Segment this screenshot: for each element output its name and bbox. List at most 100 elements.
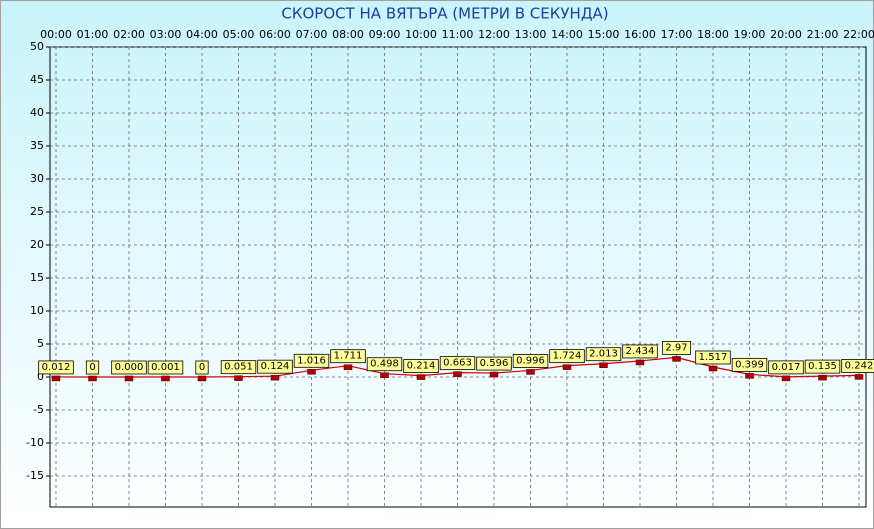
data-label-box bbox=[257, 359, 293, 374]
x-tick-label: 21:00 bbox=[807, 28, 839, 41]
y-tick-label: 35 bbox=[30, 139, 44, 152]
data-point bbox=[562, 364, 572, 370]
data-point bbox=[307, 369, 316, 375]
data-label-box bbox=[111, 360, 147, 375]
x-tick-label: 08:00 bbox=[332, 28, 364, 41]
data-point bbox=[781, 375, 791, 382]
chart-title: СКОРОСТ НА ВЯТЪРА (МЕТРИ В СЕКУНДА) bbox=[281, 5, 608, 23]
data-point bbox=[88, 375, 97, 382]
data-label-box bbox=[476, 356, 512, 371]
data-label: 0.124 bbox=[261, 361, 290, 372]
data-label-box bbox=[549, 349, 585, 364]
data-label-box bbox=[695, 350, 731, 365]
data-label-box bbox=[439, 356, 476, 371]
data-label-box bbox=[366, 357, 403, 372]
data-point bbox=[343, 364, 353, 370]
data-label: 0 bbox=[89, 362, 95, 373]
data-point bbox=[818, 374, 827, 381]
data-label-box bbox=[147, 360, 184, 375]
y-tick-label: 5 bbox=[37, 337, 44, 350]
y-tick-label: 15 bbox=[30, 271, 44, 284]
data-label: 0 bbox=[199, 362, 205, 373]
y-tick-label: 20 bbox=[30, 238, 44, 251]
data-point bbox=[635, 359, 645, 366]
data-label-box bbox=[220, 360, 257, 375]
y-tick-label: 30 bbox=[30, 172, 44, 185]
data-label: 0.135 bbox=[808, 361, 837, 372]
data-label-box bbox=[512, 354, 549, 368]
x-tick-label: 01:00 bbox=[77, 28, 109, 41]
x-tick-label: 18:00 bbox=[697, 28, 729, 41]
x-tick-label: 22:00 bbox=[843, 28, 874, 41]
data-point bbox=[708, 365, 718, 372]
data-point bbox=[453, 371, 462, 377]
data-label: 0.596 bbox=[480, 358, 509, 369]
data-point bbox=[161, 375, 170, 382]
x-tick-label: 05:00 bbox=[223, 28, 255, 41]
x-tick-label: 15:00 bbox=[588, 28, 620, 41]
x-tick-label: 16:00 bbox=[624, 28, 656, 41]
data-label: 2.013 bbox=[589, 349, 618, 360]
data-label: 1.517 bbox=[699, 352, 728, 363]
y-tick-label: 45 bbox=[30, 73, 44, 86]
data-label: 0.012 bbox=[42, 362, 71, 373]
data-point bbox=[51, 375, 61, 382]
data-point bbox=[854, 374, 864, 380]
data-label: 0.399 bbox=[735, 359, 764, 370]
data-label-box bbox=[661, 340, 692, 355]
data-label-box bbox=[85, 360, 100, 375]
data-point bbox=[489, 371, 499, 378]
data-label: 1.711 bbox=[334, 351, 363, 362]
data-point bbox=[526, 369, 535, 375]
data-label: 0.017 bbox=[772, 362, 801, 373]
data-label: 2.97 bbox=[665, 342, 687, 353]
y-tick-label: 25 bbox=[30, 205, 44, 218]
x-tick-label: 06:00 bbox=[259, 28, 291, 41]
y-tick-label: -5 bbox=[33, 403, 44, 416]
x-tick-label: 17:00 bbox=[661, 28, 693, 41]
y-tick-label: -15 bbox=[26, 469, 44, 482]
data-label-box bbox=[731, 357, 768, 372]
data-label-box bbox=[841, 359, 874, 373]
data-label-box bbox=[330, 349, 366, 364]
data-label-box bbox=[403, 359, 439, 373]
data-point bbox=[599, 362, 608, 368]
data-point bbox=[416, 374, 426, 380]
y-tick-label: -10 bbox=[26, 436, 44, 449]
data-label: 0.001 bbox=[151, 362, 180, 373]
data-point bbox=[234, 375, 243, 381]
data-label: 0.051 bbox=[224, 362, 253, 373]
x-tick-label: 13:00 bbox=[515, 28, 547, 41]
data-label: 0.498 bbox=[370, 359, 399, 370]
x-tick-label: 11:00 bbox=[442, 28, 474, 41]
y-tick-label: 50 bbox=[30, 40, 44, 53]
x-tick-label: 12:00 bbox=[478, 28, 510, 41]
y-tick-label: 40 bbox=[30, 106, 44, 119]
y-tick-label: 0 bbox=[37, 370, 44, 383]
data-point bbox=[270, 374, 280, 381]
x-tick-label: 09:00 bbox=[369, 28, 401, 41]
x-tick-label: 04:00 bbox=[186, 28, 218, 41]
data-label-box bbox=[38, 360, 74, 375]
x-tick-label: 10:00 bbox=[405, 28, 437, 41]
data-point bbox=[380, 372, 389, 378]
data-label: 0.996 bbox=[516, 355, 545, 366]
data-label-box bbox=[195, 360, 209, 375]
data-point bbox=[672, 356, 681, 362]
data-label: 0.214 bbox=[407, 361, 436, 372]
data-label: 2.434 bbox=[626, 346, 655, 357]
data-label-box bbox=[768, 360, 804, 375]
x-tick-label: 14:00 bbox=[551, 28, 583, 41]
data-label-box bbox=[622, 344, 658, 359]
data-point bbox=[745, 373, 754, 379]
x-tick-label: 07:00 bbox=[296, 28, 328, 41]
data-point bbox=[197, 375, 207, 382]
x-tick-label: 20:00 bbox=[770, 28, 802, 41]
data-label-box bbox=[804, 359, 841, 374]
data-label-box bbox=[585, 347, 622, 362]
y-tick-label: 10 bbox=[30, 304, 44, 317]
data-label: 0.663 bbox=[443, 358, 472, 369]
data-label-box bbox=[293, 353, 330, 368]
